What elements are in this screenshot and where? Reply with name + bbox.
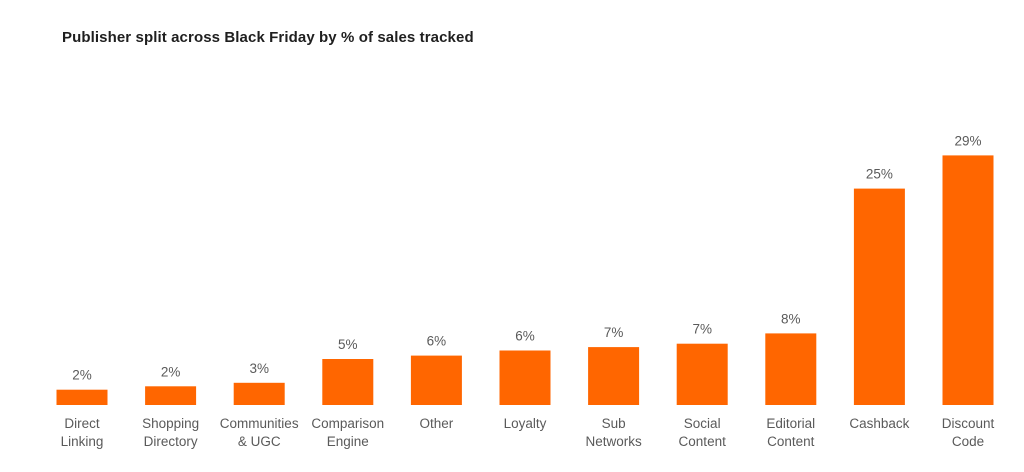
value-label-0: 2% [72,368,92,383]
chart-title: Publisher split across Black Friday by %… [62,29,474,46]
value-label-8: 8% [781,311,801,326]
bar-8 [765,333,817,405]
x-tick-label-10-line-0: Discount [942,416,995,431]
x-tick-label-3-line-1: Engine [327,434,369,449]
x-tick-label-10-line-1: Code [952,434,984,449]
value-label-3: 5% [338,337,358,352]
x-tick-label-4-line-0: Other [420,416,454,431]
value-label-4: 6% [427,334,447,349]
value-label-7: 7% [692,322,712,337]
value-label-10: 29% [954,133,981,148]
x-tick-label-1-line-1: Directory [144,434,198,449]
bar-7 [676,343,728,405]
bar-9 [853,188,905,405]
x-tick-label-7-line-0: Social [684,416,721,431]
bar-5 [499,350,551,405]
x-tick-label-2-line-1: & UGC [238,434,281,449]
x-tick-label-7-line-1: Content [679,434,727,449]
bar-0 [56,389,108,405]
bar-3 [322,359,374,405]
bar-10 [942,155,994,405]
x-tick-label-2-line-0: Communities [220,416,299,431]
x-tick-label-5-line-0: Loyalty [504,416,547,431]
bar-2 [233,382,285,405]
bar-6 [588,347,640,405]
x-tick-label-6-line-1: Networks [585,434,642,449]
x-tick-label-8-line-1: Content [767,434,815,449]
value-label-1: 2% [161,364,181,379]
bar-1 [145,386,197,405]
x-tick-label-1-line-0: Shopping [142,416,199,431]
x-tick-label-6-line-0: Sub [602,416,626,431]
x-tick-label-0-line-0: Direct [64,416,100,431]
value-label-9: 25% [866,167,893,182]
value-label-2: 3% [249,361,269,376]
x-tick-label-0-line-1: Linking [61,434,104,449]
x-tick-label-3-line-0: Comparison [311,416,384,431]
value-label-5: 6% [515,329,535,344]
x-tick-label-8-line-0: Editorial [766,416,815,431]
x-tick-label-9-line-0: Cashback [849,416,909,431]
bar-4 [410,355,462,405]
value-label-6: 7% [604,325,624,340]
